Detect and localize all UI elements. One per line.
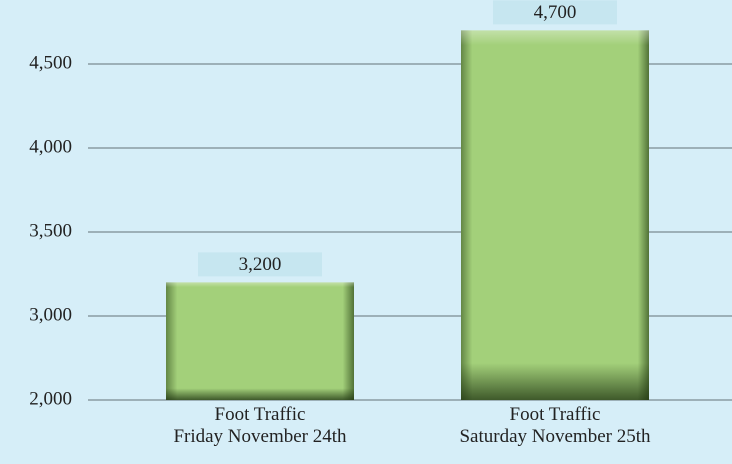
y-tick-label: 3,500 — [29, 220, 72, 241]
y-tick-label: 2,000 — [29, 388, 72, 409]
value-label: 3,200 — [239, 254, 282, 275]
y-tick-label: 3,000 — [29, 304, 72, 325]
value-label: 4,700 — [534, 2, 577, 23]
x-tick-label: Foot Traffic Saturday November 25th — [459, 404, 651, 447]
y-tick-label: 4,500 — [29, 52, 72, 73]
bar-shade — [166, 282, 354, 400]
bar-shade — [461, 30, 649, 401]
value-label-bg — [198, 252, 322, 277]
value-label-bg — [493, 0, 617, 25]
y-tick-label: 4,000 — [29, 136, 72, 157]
x-tick-label: Foot Traffic Friday November 24th — [173, 404, 347, 447]
